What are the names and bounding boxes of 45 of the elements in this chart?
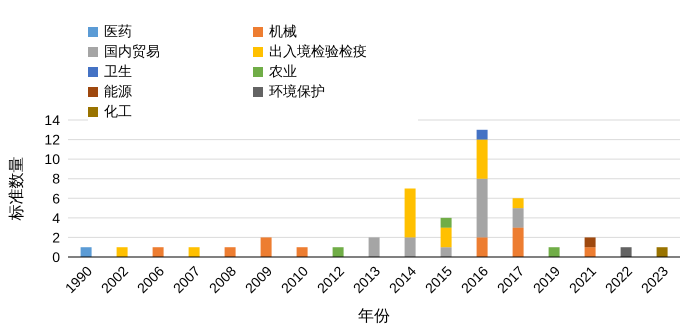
bar <box>80 247 92 257</box>
legend-label: 环境保护 <box>269 83 325 101</box>
bar <box>656 247 668 257</box>
bar <box>476 178 488 238</box>
bar <box>440 247 452 257</box>
legend-label: 医药 <box>104 23 132 41</box>
y-tick-label: 8 <box>52 170 60 187</box>
bar <box>188 247 200 257</box>
bar <box>512 228 524 257</box>
legend-label: 出入境检验检疫 <box>269 43 367 61</box>
bar <box>404 237 416 257</box>
legend-label: 化工 <box>104 103 132 121</box>
bar <box>224 247 236 257</box>
bar <box>548 247 560 257</box>
bar <box>476 130 488 140</box>
bar <box>476 140 488 179</box>
y-tick-label: 4 <box>52 210 60 226</box>
bar <box>584 247 596 257</box>
y-tick-label: 14 <box>44 112 60 128</box>
y-tick-label: 6 <box>52 190 60 206</box>
y-tick-label: 2 <box>52 229 60 246</box>
bar <box>584 237 596 248</box>
y-tick-label: 0 <box>52 248 60 265</box>
bar <box>440 228 452 248</box>
x-axis-title: 年份 <box>358 308 390 325</box>
legend-label: 机械 <box>269 23 297 41</box>
bar <box>296 247 308 257</box>
legend-label: 能源 <box>104 83 132 101</box>
bar <box>116 247 128 257</box>
bar <box>368 237 380 257</box>
bar <box>404 188 416 238</box>
bar <box>332 247 344 257</box>
bar <box>152 247 164 257</box>
y-axis-title: 标准数量 <box>8 156 26 222</box>
bar <box>620 247 632 257</box>
legend-label: 卫生 <box>104 63 132 81</box>
legend-label: 农业 <box>269 63 297 81</box>
y-tick-label: 12 <box>44 132 60 148</box>
bar <box>476 237 488 257</box>
bar <box>512 198 524 208</box>
bar <box>260 237 272 257</box>
bar <box>512 208 524 228</box>
legend-label: 国内贸易 <box>104 43 160 61</box>
bar <box>440 218 452 228</box>
y-tick-label: 10 <box>44 151 60 168</box>
